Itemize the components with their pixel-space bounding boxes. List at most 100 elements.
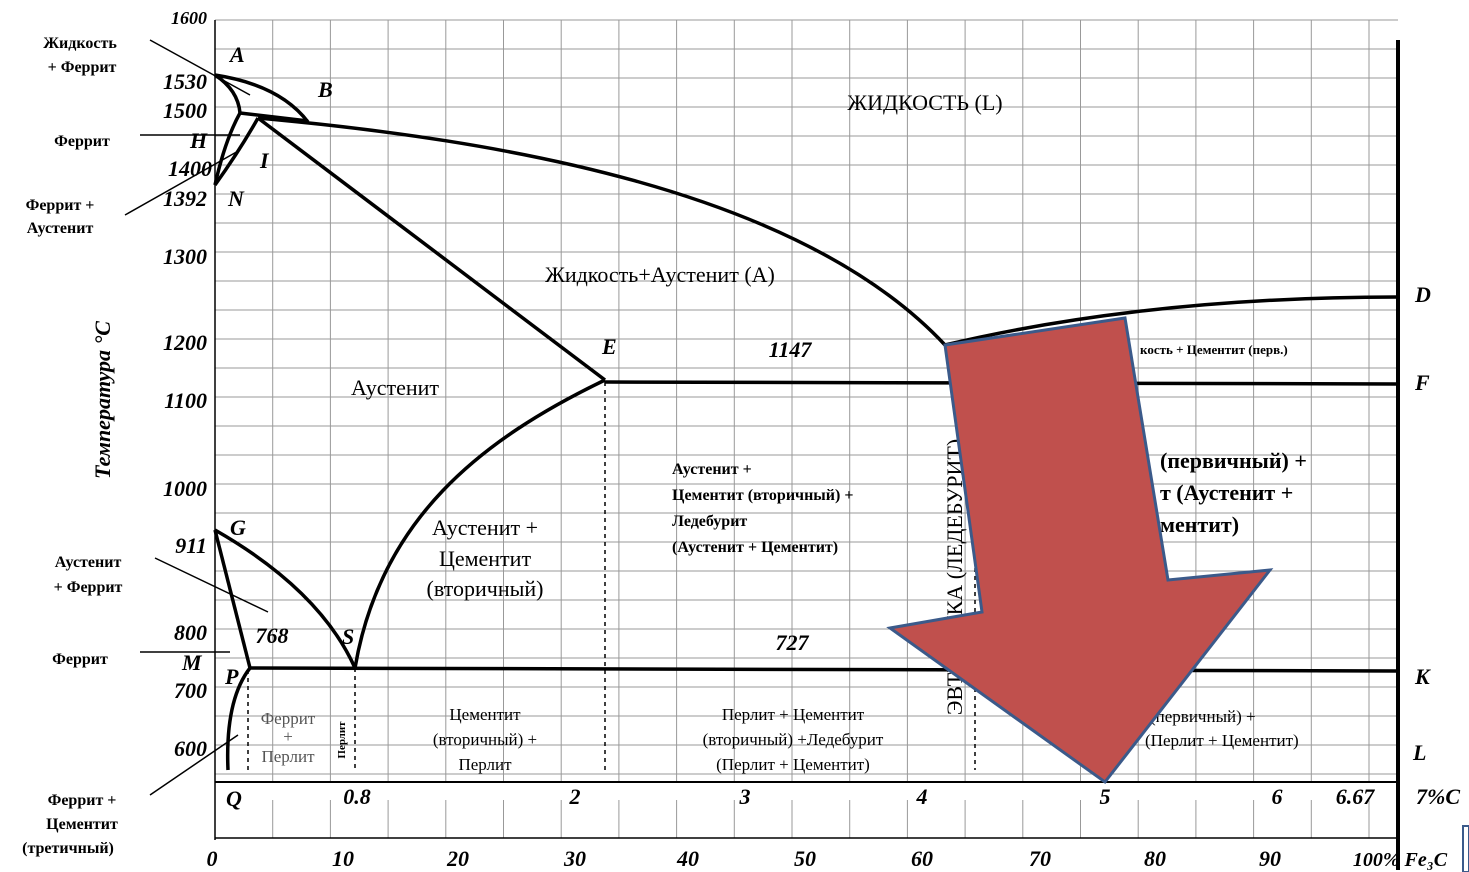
temp: 1600 (171, 8, 207, 28)
temp: 1392 (163, 186, 207, 211)
temperatures: 1600 1530 1500 1400 1392 1300 1200 1100 … (163, 8, 212, 761)
curve-gp (213, 529, 252, 669)
region-line: (вторичный) +Ледебурит (703, 730, 884, 749)
region: Перлит + Цементит (вторичный) +Ледебурит… (703, 705, 884, 774)
cementite: 60 (911, 846, 933, 871)
curve-nh (213, 112, 242, 186)
carbon: 5 (1100, 784, 1111, 809)
left-label: Аустенит (27, 220, 94, 237)
region-line: (Перлит + Цементит) (716, 755, 870, 774)
line-psk (249, 666, 1399, 673)
region: Аустенит (351, 375, 439, 400)
curve-ab (214, 73, 310, 124)
region-line: Аустенит + (432, 515, 538, 540)
point: E (601, 334, 617, 359)
liquidus-bc (257, 116, 947, 347)
region: Цементит (вторичный) + Перлит (433, 705, 537, 774)
left-label: + Феррит (54, 579, 123, 596)
region: Жидкость+Аустенит (А) (545, 262, 775, 287)
curve-hjb (239, 111, 309, 123)
temp: 700 (174, 678, 207, 703)
cementite: 10 (332, 846, 354, 871)
cementite: 0 (207, 846, 218, 871)
left-label: Цементит (46, 816, 118, 833)
region: ЖИДКОСТЬ (L) (847, 90, 1002, 115)
corner-frame (1462, 825, 1469, 872)
cementite-labels: 0 10 20 30 40 50 60 70 80 90 100% Fe₃C (207, 846, 1448, 871)
point: L (1412, 740, 1426, 765)
cementite: 80 (1144, 846, 1166, 871)
left-labels: Жидкость + Феррит Феррит Феррит + Аустен… (22, 35, 122, 857)
region: (первичный) + т (Аустенит + ментит) (1160, 448, 1307, 537)
region-line: Перлит (261, 747, 315, 766)
temp: 1200 (163, 330, 207, 355)
region-line: Ледебурит (672, 513, 747, 530)
region-line: Феррит (261, 709, 316, 728)
point: P (224, 664, 239, 689)
cementite: 90 (1259, 846, 1281, 871)
region: Аустенит + Цементит (вторичный) (427, 515, 544, 601)
region-line: (вторичный) + (433, 730, 537, 749)
region-line: (первичный) + (1150, 707, 1256, 726)
point: A (228, 42, 245, 67)
carbon: 6.67 (1336, 784, 1376, 809)
points: A B H I N E G S M P Q D F K L (181, 42, 1431, 811)
region-line: Цементит (439, 546, 532, 571)
region-line: Цементит (вторичный) + (672, 487, 853, 504)
region-line: ментит) (1160, 512, 1239, 537)
curves (124, 20, 1400, 870)
region-line: Аустенит + (672, 461, 752, 478)
left-label: Феррит + (26, 197, 95, 214)
region-line: (первичный) + (1160, 448, 1307, 473)
left-label: Феррит + (48, 792, 117, 809)
curve-gs (214, 528, 357, 669)
temp: 1100 (164, 388, 207, 413)
cementite: 100% Fe₃C (1353, 849, 1448, 871)
y-title: Температура °С (90, 321, 115, 479)
cementite: 50 (794, 846, 816, 871)
regions: ЖИДКОСТЬ (L) Жидкость+Аустенит (А) Аусте… (261, 90, 1307, 774)
temp: 1000 (163, 476, 207, 501)
point: H (189, 128, 208, 153)
temp: 600 (174, 736, 207, 761)
liquidus-cd (944, 295, 1399, 347)
region-line: + (283, 727, 293, 746)
carbon: 2 (569, 784, 581, 809)
point: S (342, 624, 354, 649)
region: Феррит + Перлит (261, 709, 316, 766)
temp: 1500 (163, 98, 207, 123)
temp: 1300 (163, 244, 207, 269)
region-line: Цементит (449, 705, 521, 724)
curve-es (353, 378, 606, 669)
curve-pq (225, 666, 252, 771)
left-label: + Феррит (48, 59, 117, 76)
carbon: 7%C (1416, 784, 1460, 809)
cementite: 30 (563, 846, 586, 871)
point: Q (226, 786, 242, 811)
point: D (1414, 282, 1431, 307)
cementite: 20 (446, 846, 469, 871)
temp: 1400 (168, 156, 212, 181)
region: Аустенит + Цементит (вторичный) + Ледебу… (672, 461, 853, 556)
region-line: Перлит (458, 755, 512, 774)
region-line: Перлит + Цементит (722, 705, 865, 724)
left-label: Феррит (54, 133, 110, 150)
carbon: 0.8 (343, 784, 371, 809)
region-line: (Перлит + Цементит) (1145, 731, 1299, 750)
temp: 911 (175, 533, 207, 558)
carbon: 6 (1272, 784, 1283, 809)
cementite: 70 (1029, 846, 1051, 871)
point: G (230, 515, 246, 540)
leader-lines (124, 39, 269, 796)
left-label: Жидкость (43, 35, 117, 52)
point: B (317, 77, 333, 102)
solidus-je (256, 116, 607, 382)
point: N (227, 186, 245, 211)
labels: Температура °С 1600 1530 1500 1400 1392 … (22, 8, 1460, 871)
left-label: (третичный) (22, 840, 114, 857)
carbon: 3 (739, 784, 751, 809)
region: Перлит (336, 721, 348, 759)
inline-numbers: 1147 727 768 (256, 337, 813, 655)
arrow (886, 316, 1274, 785)
